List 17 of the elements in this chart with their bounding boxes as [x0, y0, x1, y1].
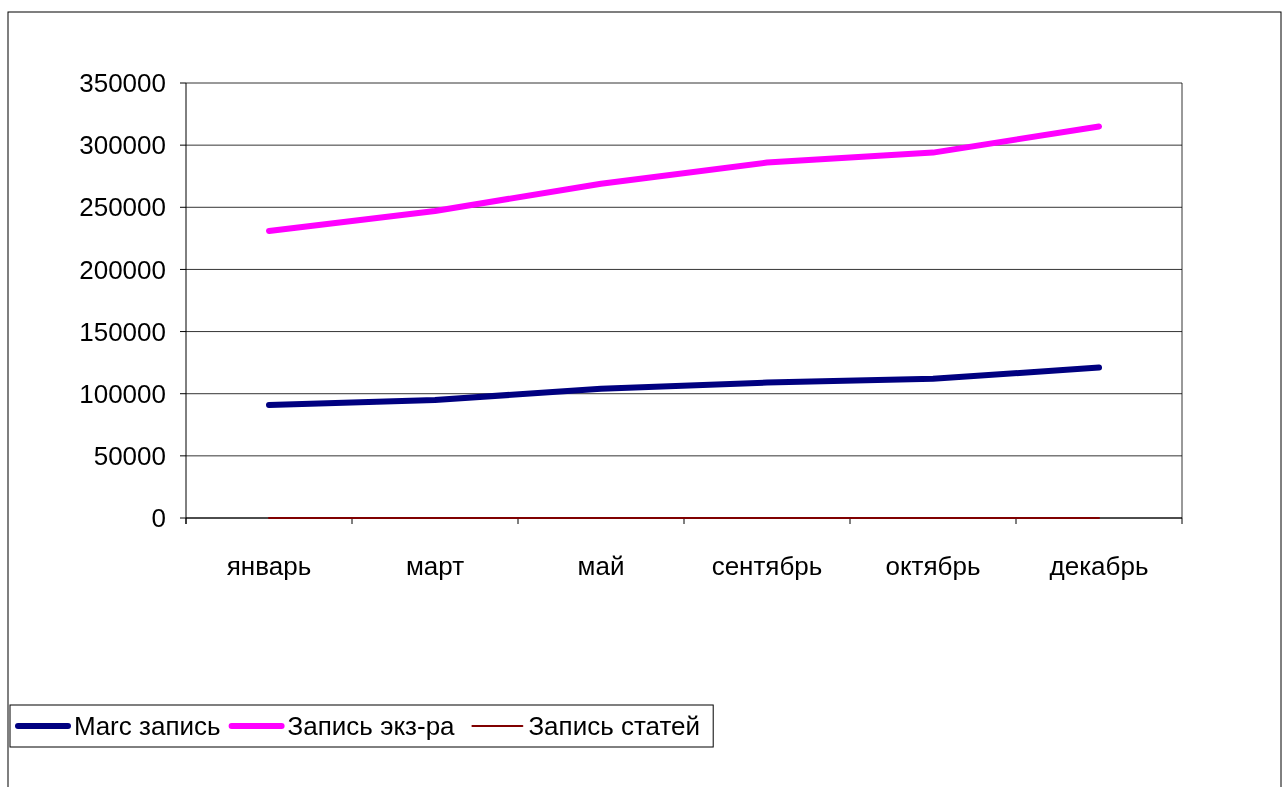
x-tick-label: январь: [226, 551, 312, 581]
y-tick-label: 300000: [79, 130, 166, 161]
y-tick-label: 350000: [79, 68, 166, 99]
y-tick-label: 200000: [79, 254, 166, 285]
y-tick-label: 150000: [79, 316, 166, 347]
x-tick-label: декабрь: [1049, 551, 1149, 581]
y-tick-label: 50000: [93, 440, 166, 471]
y-tick-label: 250000: [79, 192, 166, 223]
x-tick-label: октябрь: [885, 551, 981, 581]
legend-label: Marc запись: [74, 711, 221, 742]
x-tick-label: май: [577, 551, 625, 581]
legend-label: Запись статей: [528, 711, 701, 742]
x-tick-label: март: [405, 551, 465, 581]
y-tick-label: 100000: [79, 378, 166, 409]
x-tick-label: сентябрь: [711, 551, 823, 581]
legend-label: Запись экз-ра: [287, 711, 456, 742]
y-tick-label: 0: [151, 503, 166, 534]
